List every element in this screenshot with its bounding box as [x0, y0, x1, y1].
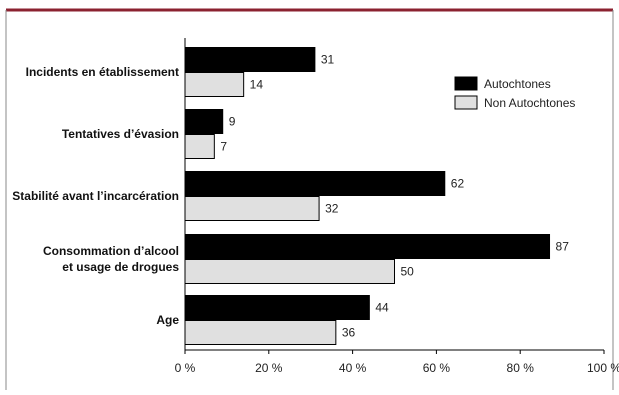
data-label: 62: [451, 177, 465, 191]
data-label: 87: [556, 240, 570, 254]
bar: [184, 196, 320, 221]
legend-label: Autochtones: [484, 77, 551, 91]
bar: [184, 295, 370, 320]
data-label: 50: [401, 265, 415, 279]
data-label: 14: [250, 78, 264, 92]
data-label: 7: [220, 140, 227, 154]
legend: Autochtones Non Autochtones: [454, 76, 575, 110]
data-label: 9: [229, 115, 236, 129]
x-tick-label: 60 %: [423, 361, 451, 375]
data-label: 44: [375, 301, 389, 315]
x-tick-label: 0 %: [175, 361, 196, 375]
category-label: Stabilité avant l’incarcération: [12, 189, 179, 203]
bar: [184, 47, 316, 72]
x-tick-label: 80 %: [507, 361, 535, 375]
legend-swatch: [454, 76, 478, 91]
category-label: Age: [156, 313, 179, 327]
category-label: Tentatives d’évasion: [62, 127, 179, 141]
data-label: 31: [321, 53, 335, 67]
bar: [184, 109, 224, 134]
data-label: 32: [325, 202, 339, 216]
x-tick-label: 100 %: [587, 361, 619, 375]
x-tick-label: 20 %: [255, 361, 283, 375]
x-tick-label: 40 %: [339, 361, 367, 375]
bar: [184, 320, 337, 345]
bar: [184, 72, 245, 97]
legend-label: Non Autochtones: [484, 96, 575, 110]
bar: [184, 171, 446, 196]
plot-area: 0 % 20 % 40 % 60 % 80 % 100 % 31 14 Incidents en…: [12, 38, 619, 375]
data-label: 36: [342, 326, 356, 340]
bar: [184, 134, 215, 159]
bar: [184, 234, 551, 259]
category-label: Consommation d’alcool: [43, 244, 179, 258]
category-label: et usage de drogues: [62, 260, 179, 274]
bar: [184, 259, 395, 284]
legend-swatch: [454, 95, 478, 110]
category-label: Incidents en établissement: [26, 65, 179, 79]
